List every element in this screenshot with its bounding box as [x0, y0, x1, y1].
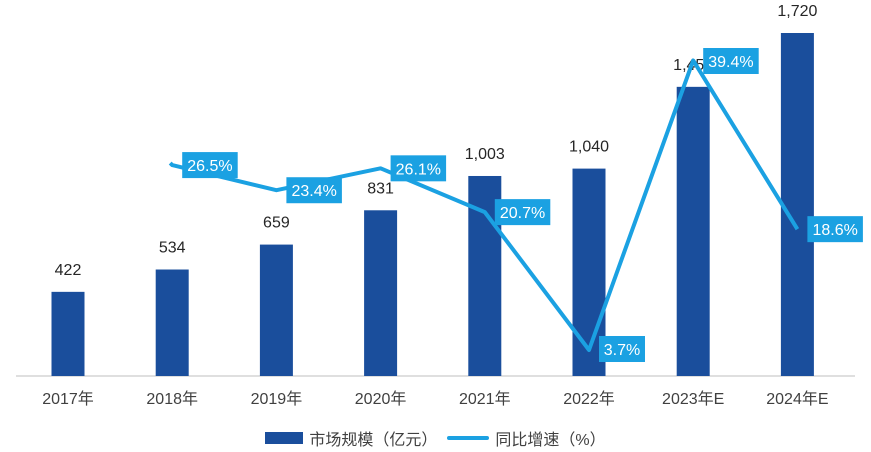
x-tick-label: 2024年E	[766, 390, 828, 408]
bar-data-label: 831	[367, 180, 394, 197]
line-label-box	[703, 48, 759, 74]
line-label-box	[807, 216, 863, 243]
bar-data-label: 659	[263, 215, 290, 232]
legend: 市场规模（亿元） 同比增速（%）	[0, 426, 871, 450]
bar-data-label: 422	[55, 262, 82, 279]
bar	[51, 291, 85, 376]
bar	[780, 33, 814, 376]
x-tick-label: 2017年	[42, 390, 94, 408]
x-tick-label: 2021年	[459, 390, 511, 408]
bar	[259, 244, 293, 376]
x-tick-label: 2020年	[355, 390, 407, 408]
line-data-label: 3.7%	[604, 342, 640, 359]
legend-swatch-line	[447, 436, 490, 440]
x-tick-label: 2022年	[563, 390, 615, 408]
legend-item-line: 同比增速（%）	[447, 426, 606, 450]
line-label-box	[182, 152, 238, 179]
bar-data-label: 1,003	[465, 146, 505, 163]
line-data-label: 39.4%	[708, 54, 753, 71]
line-label-box	[286, 177, 342, 204]
legend-item-bar: 市场规模（亿元）	[265, 426, 437, 450]
line-data-label: 23.4%	[291, 183, 336, 200]
line-label-box	[494, 199, 551, 226]
bar	[676, 86, 710, 377]
line-data-label: 26.1%	[396, 161, 441, 178]
legend-swatch-bar	[265, 432, 304, 444]
line-data-label: 20.7%	[500, 205, 545, 222]
line-label-box	[390, 155, 447, 182]
line-data-label: 26.5%	[187, 158, 232, 175]
chart: 2017年 422 2018年 534 2019年 659 2020年 831 2021年 1,0…	[16, 3, 863, 408]
bar-data-label: 534	[159, 240, 186, 257]
x-tick-label: 2019年	[251, 390, 303, 408]
x-tick-label: 2018年	[146, 390, 198, 408]
legend-label-line: 同比增速（%）	[495, 432, 606, 449]
bar-data-label: 1,720	[777, 3, 817, 20]
x-tick-label: 2023年E	[662, 390, 724, 408]
bar-data-label: 1,040	[569, 139, 609, 156]
bar	[364, 210, 398, 376]
bar	[155, 269, 189, 376]
legend-label-bar: 市场规模（亿元）	[309, 432, 438, 449]
line-data-label: 18.6%	[812, 222, 857, 239]
line-label-box	[599, 336, 645, 362]
